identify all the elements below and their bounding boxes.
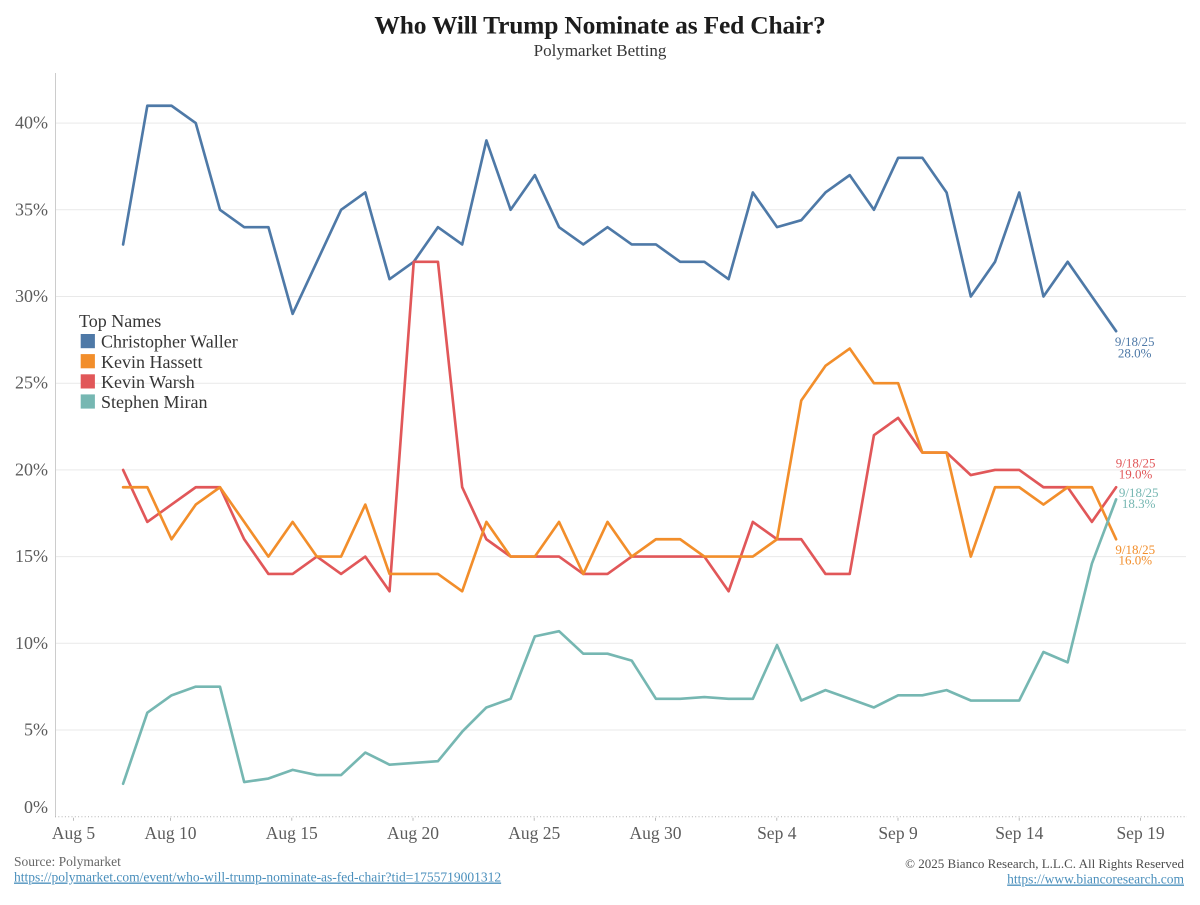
svg-text:35%: 35% — [15, 199, 48, 219]
svg-text:18.3%: 18.3% — [1122, 496, 1156, 511]
svg-text:© 2025 Bianco Research, L.L.C.: © 2025 Bianco Research, L.L.C. All Right… — [905, 856, 1184, 871]
svg-text:Aug 15: Aug 15 — [266, 823, 318, 843]
svg-text:Sep 9: Sep 9 — [878, 823, 918, 843]
svg-text:15%: 15% — [15, 546, 48, 566]
svg-text:9/18/25: 9/18/25 — [1116, 455, 1156, 470]
svg-text:Polymarket Betting: Polymarket Betting — [534, 41, 667, 60]
svg-text:Aug 25: Aug 25 — [508, 823, 560, 843]
svg-text:20%: 20% — [15, 459, 48, 479]
svg-text:https://polymarket.com/event/w: https://polymarket.com/event/who-will-tr… — [14, 870, 501, 885]
svg-text:Aug 30: Aug 30 — [629, 823, 681, 843]
svg-text:Sep 14: Sep 14 — [995, 823, 1043, 843]
svg-text:Aug 20: Aug 20 — [387, 823, 439, 843]
svg-text:Kevin Warsh: Kevin Warsh — [101, 372, 195, 392]
svg-text:Source: Polymarket: Source: Polymarket — [14, 854, 121, 869]
svg-text:9/18/25: 9/18/25 — [1115, 542, 1155, 557]
svg-text:Aug 5: Aug 5 — [52, 823, 96, 843]
svg-text:5%: 5% — [24, 720, 48, 740]
svg-text:Top Names: Top Names — [79, 311, 161, 331]
svg-text:9/18/25: 9/18/25 — [1119, 485, 1159, 500]
svg-text:30%: 30% — [15, 286, 48, 306]
svg-text:16.0%: 16.0% — [1119, 552, 1153, 567]
svg-text:Who Will Trump Nominate as Fed: Who Will Trump Nominate as Fed Chair? — [374, 11, 825, 40]
svg-text:Aug 10: Aug 10 — [144, 823, 196, 843]
svg-text:10%: 10% — [15, 633, 48, 653]
svg-text:https://www.biancoresearch.com: https://www.biancoresearch.com — [1007, 872, 1184, 887]
svg-text:19.0%: 19.0% — [1119, 467, 1153, 482]
svg-text:25%: 25% — [15, 373, 48, 393]
svg-text:40%: 40% — [15, 113, 48, 133]
svg-text:9/18/25: 9/18/25 — [1115, 334, 1155, 349]
svg-text:Stephen Miran: Stephen Miran — [101, 392, 207, 412]
svg-text:Sep 4: Sep 4 — [757, 823, 797, 843]
svg-text:Sep 19: Sep 19 — [1116, 823, 1164, 843]
svg-text:0%: 0% — [24, 797, 48, 817]
svg-text:Kevin Hassett: Kevin Hassett — [101, 352, 202, 372]
svg-text:28.0%: 28.0% — [1118, 345, 1152, 360]
svg-text:Christopher Waller: Christopher Waller — [101, 332, 238, 352]
